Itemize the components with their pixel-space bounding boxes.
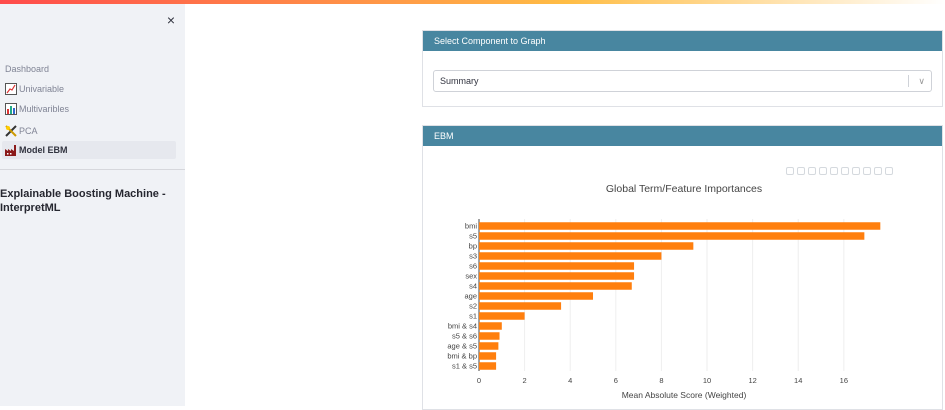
y-tick-label: bmi & bp: [447, 352, 477, 361]
sidebar-item-univariable[interactable]: Univariable: [2, 80, 176, 98]
x-tick-label: 4: [568, 376, 572, 385]
bar-s1-and-s5[interactable]: [479, 362, 497, 370]
y-tick-label: bp: [469, 242, 477, 251]
select-separator: [908, 75, 909, 87]
x-tick-label: 0: [477, 376, 481, 385]
ebm-panel: EBM Global Term/Feature Importances bmi s…: [422, 125, 943, 410]
chart-title: Global Term/Feature Importances: [606, 183, 762, 195]
chart-x-ticks: 0 2 4 6 8 10 12 14 16: [477, 376, 848, 385]
factory-icon: [5, 144, 17, 156]
y-tick-label: s5: [469, 232, 477, 241]
bar-s4[interactable]: [479, 282, 632, 290]
bar-bmi[interactable]: [479, 222, 881, 230]
y-tick-label: s1: [469, 312, 477, 321]
y-tick-label: sex: [465, 272, 477, 281]
camera-icon[interactable]: [786, 167, 794, 175]
x-tick-label: 6: [614, 376, 618, 385]
sidebar-divider: [0, 169, 185, 170]
bar-chart-icon: [5, 103, 17, 115]
bar-s1[interactable]: [479, 312, 525, 320]
box-select-icon[interactable]: [819, 167, 827, 175]
plot-modebar: [786, 167, 893, 175]
zoom-out-icon[interactable]: [852, 167, 860, 175]
sidebar-item-label: Model EBM: [19, 145, 68, 155]
tools-icon: [5, 125, 17, 137]
y-tick-label: s2: [469, 302, 477, 311]
sidebar-item-model-ebm[interactable]: Model EBM: [2, 141, 176, 159]
bar-s5-and-s6[interactable]: [479, 332, 500, 340]
bar-age-and-s5[interactable]: [479, 342, 499, 350]
chart-x-axis-label: Mean Absolute Score (Weighted): [622, 390, 747, 400]
sidebar-item-label: PCA: [19, 126, 38, 136]
x-tick-label: 12: [748, 376, 756, 385]
y-tick-label: s1 & s5: [452, 362, 477, 371]
component-select[interactable]: Summary ∨: [433, 70, 932, 92]
reset-axes-icon[interactable]: [874, 167, 882, 175]
select-value: Summary: [440, 76, 479, 86]
close-sidebar-button[interactable]: ×: [166, 12, 176, 28]
bar-bp[interactable]: [479, 242, 694, 250]
chart-bars: [479, 222, 881, 370]
bar-s6[interactable]: [479, 262, 635, 270]
bar-bmi-and-s4[interactable]: [479, 322, 502, 330]
plotly-logo-icon[interactable]: [885, 167, 893, 175]
y-tick-label: age & s5: [447, 342, 477, 351]
y-tick-label: s3: [469, 252, 477, 261]
sidebar-item-pca[interactable]: PCA: [2, 122, 176, 140]
nav-title: Dashboard: [5, 64, 50, 74]
x-tick-label: 14: [794, 376, 802, 385]
y-tick-label: bmi: [465, 222, 477, 231]
y-tick-label: s5 & s6: [452, 332, 477, 341]
bar-s3[interactable]: [479, 252, 662, 260]
x-tick-label: 2: [523, 376, 527, 385]
bar-sex[interactable]: [479, 272, 635, 280]
x-tick-label: 10: [703, 376, 711, 385]
lasso-icon[interactable]: [830, 167, 838, 175]
sidebar-heading: Explainable Boosting Machine - Interpret…: [0, 188, 166, 214]
y-tick-label: bmi & s4: [448, 322, 477, 331]
bar-s2[interactable]: [479, 302, 562, 310]
sidebar-item-multivaribles[interactable]: Multivaribles: [2, 100, 176, 118]
panel-header: Select Component to Graph: [423, 31, 942, 51]
panel-header: EBM: [423, 126, 942, 146]
x-tick-label: 8: [659, 376, 663, 385]
line-chart-icon: [5, 83, 17, 95]
pan-icon[interactable]: [808, 167, 816, 175]
select-component-panel: Select Component to Graph Summary ∨: [422, 30, 943, 107]
autoscale-icon[interactable]: [863, 167, 871, 175]
bar-bmi-and-bp[interactable]: [479, 352, 497, 360]
y-tick-label: age: [464, 292, 477, 301]
header-accent-bar: [0, 0, 945, 4]
sidebar: × Dashboard Univariable Multivaribles PC…: [0, 4, 185, 406]
y-tick-label: s6: [469, 262, 477, 271]
chevron-down-icon[interactable]: ∨: [918, 76, 925, 86]
zoom-in-icon[interactable]: [841, 167, 849, 175]
feature-importance-chart: Global Term/Feature Importances bmis5bps…: [447, 183, 881, 400]
sidebar-item-label: Univariable: [19, 84, 65, 94]
x-tick-label: 16: [840, 376, 848, 385]
sidebar-item-label: Multivaribles: [19, 104, 70, 114]
y-tick-label: s4: [469, 282, 477, 291]
bar-age[interactable]: [479, 292, 594, 300]
bar-s5[interactable]: [479, 232, 865, 240]
zoom-icon[interactable]: [797, 167, 805, 175]
